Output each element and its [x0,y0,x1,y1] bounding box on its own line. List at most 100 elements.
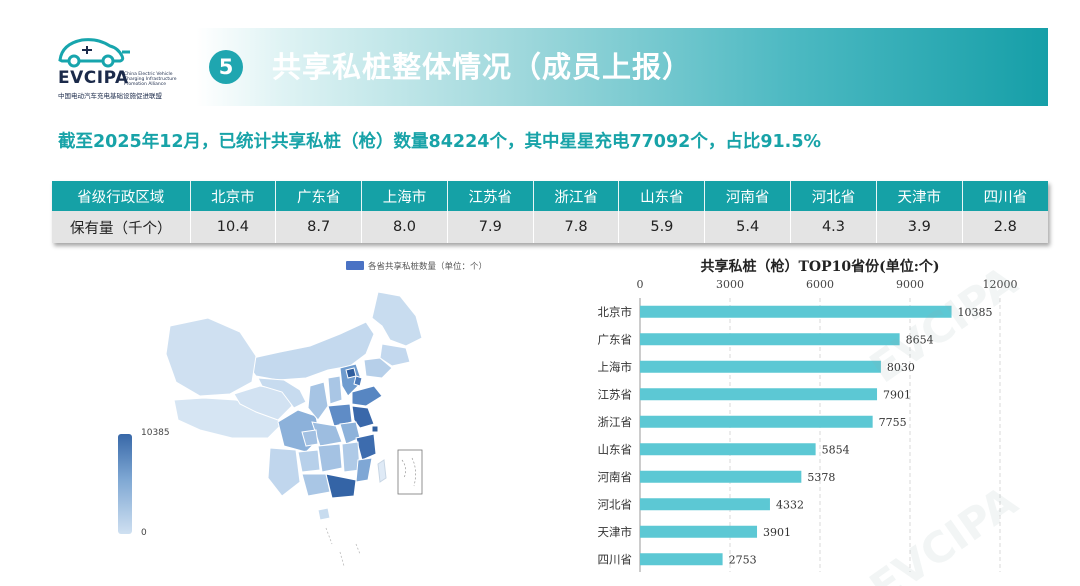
map-region-fujian [355,457,373,483]
bar-data-label: 7901 [883,388,911,401]
table-cell: 10.4 [190,211,277,243]
title-banner [196,28,1048,106]
table-cell: 8.7 [275,211,363,243]
map-region-liaoning [363,357,393,379]
map-region-hunan [317,443,343,473]
bar [640,498,770,511]
y-category-label: 上海市 [598,360,633,374]
table-col-header: 河南省 [704,181,792,211]
bar-data-label: 5378 [807,471,835,484]
bar-data-label: 8654 [906,333,934,346]
logo-english-name: China Electric Vehicle Charging Infrastr… [124,72,177,87]
y-category-label: 江苏省 [598,387,633,401]
x-tick-label: 0 [637,278,644,291]
map-region-yunnan [267,447,301,497]
y-category-label: 天津市 [598,525,633,539]
visual-map-min-label: 0 [141,528,147,538]
table-cell: 8.0 [361,211,448,243]
table-cell: 7.9 [447,211,534,243]
evcipa-logo: EVCIPA China Electric Vehicle Charging I… [52,30,182,102]
x-tick-label: 6000 [806,278,834,291]
table-col-header: 四川省 [962,181,1048,211]
map-legend[interactable]: 各省共享私桩数量（单位：个） [346,260,487,272]
bar-data-label: 8030 [887,361,915,374]
y-category-label: 北京市 [598,305,633,319]
y-category-label: 河南省 [598,470,633,484]
map-region-guangxi [301,473,331,497]
bar-data-label: 3901 [763,526,791,539]
map-region-jiangsu [351,405,375,429]
bar [640,333,900,346]
map-region-xinjiang [165,317,257,397]
bar-data-label: 5854 [822,443,850,456]
map-legend-swatch [346,261,364,270]
bar [640,360,881,373]
table-col-header: 江苏省 [447,181,534,211]
table-col-header: 河北省 [790,181,877,211]
bar [640,305,952,318]
china-choropleth-map[interactable] [160,282,440,572]
province-table: 省级行政区域 北京市 广东省 上海市 江苏省 浙江省 山东省 河南省 河北省 天… [52,181,1048,243]
car-plug-icon [58,38,130,68]
section-number: 5 [209,50,243,84]
bar [640,415,873,428]
visual-map-gradient [118,434,132,534]
x-tick-label: 12000 [983,278,1018,291]
page-title: 共享私桩整体情况（成员上报） [272,50,693,84]
bar [640,553,723,566]
table-cell: 7.8 [533,211,620,243]
table-header-row: 省级行政区域 北京市 广东省 上海市 江苏省 浙江省 山东省 河南省 河北省 天… [52,181,1048,211]
table-cell: 2.8 [962,211,1048,243]
map-region-gansu [257,377,307,409]
y-category-label: 广东省 [598,332,633,346]
bar-data-label: 10385 [958,306,993,319]
bar [640,525,758,538]
table-col-header: 山东省 [618,181,706,211]
map-region-hebei [339,363,363,397]
map-region-taiwan [377,459,387,483]
map-region-shaanxi [307,381,329,421]
table-cell: 4.3 [790,211,877,243]
map-region-jilin [379,343,411,367]
x-tick-label: 9000 [896,278,924,291]
table-col-header: 浙江省 [533,181,620,211]
map-region-guizhou [297,449,321,473]
table-header-label: 省级行政区域 [52,181,191,211]
map-region-beijing [345,367,357,379]
map-region-heilongjiang [371,291,423,347]
map-region-shandong [351,385,383,407]
map-region-shanghai [371,425,379,433]
table-cell: 5.4 [704,211,792,243]
map-region-shanxi [327,375,343,405]
bar-data-label: 7755 [879,416,907,429]
y-category-label: 浙江省 [598,415,633,429]
y-category-label: 山东省 [598,442,633,456]
map-region-tianjin [353,375,363,387]
top10-bar-chart: 0 3000 6000 9000 12000 北京市 10385 广东省 8654 上海市 8030… [598,278,1018,572]
table-row: 保有量（千个） 10.4 8.7 8.0 7.9 7.8 5.9 5.4 4.3… [52,211,1048,243]
logo-text: EVCIPA [58,68,129,88]
y-category-label: 四川省 [598,552,633,566]
table-cell: 5.9 [618,211,706,243]
summary-text: 截至2025年12月，已统计共享私桩（枪）数量84224个，其中星星充电7709… [58,132,822,152]
bar [640,388,878,401]
south-china-sea-inset [397,449,423,495]
table-col-header: 天津市 [876,181,963,211]
bar-data-label: 4332 [776,498,804,511]
visual-map-slider[interactable] [118,432,132,536]
bar [640,470,802,483]
visual-map-max-label: 10385 [141,428,170,438]
table-col-header: 上海市 [361,181,448,211]
bar-data-label: 2753 [729,553,757,566]
map-legend-label: 各省共享私桩数量（单位：个） [368,262,488,272]
table-col-header: 广东省 [275,181,363,211]
y-category-label: 河北省 [598,497,633,511]
map-region-zhejiang [355,433,377,461]
logo-chinese-name: 中国电动汽车充电基础设施促进联盟 [58,92,162,100]
x-tick-label: 3000 [716,278,744,291]
bar [640,443,816,456]
table-row-label: 保有量（千个） [52,211,191,243]
table-col-header: 北京市 [190,181,277,211]
map-region-hainan [317,507,331,521]
map-region-guangdong [325,473,357,499]
